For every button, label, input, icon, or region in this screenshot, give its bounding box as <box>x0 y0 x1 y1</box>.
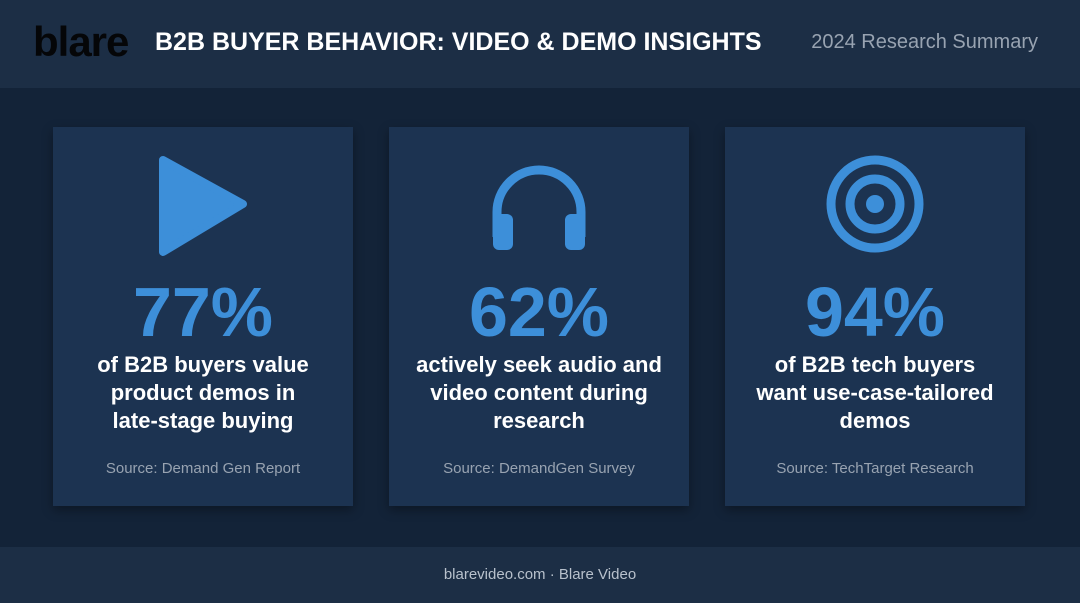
stat-card: 77% of B2B buyers value product demos in la… <box>53 127 353 506</box>
stat-value: 62% <box>468 273 610 351</box>
description-line: of B2B tech buyers <box>774 352 976 377</box>
description-line: product demos in <box>110 380 296 405</box>
description-line: actively seek audio and <box>416 352 662 377</box>
description-line: of B2B buyers value <box>97 352 309 377</box>
logo: blare <box>33 18 129 65</box>
stat-description: of B2B tech buyers want use-case-tailored… <box>725 351 1025 435</box>
description-line: want use-case-tailored <box>756 380 994 405</box>
stat-description: actively seek audio and video content dur… <box>389 351 689 435</box>
headphones-icon <box>492 165 586 250</box>
header: blare B2B BUYER BEHAVIOR: VIDEO & DEMO I… <box>0 0 1080 88</box>
description-line: research <box>493 408 585 433</box>
subtitle: 2024 Research Summary <box>811 31 1038 53</box>
source: Source: Demand Gen Report <box>105 460 301 477</box>
description-line: late-stage buying <box>112 408 294 433</box>
description-line: video content during <box>430 380 648 405</box>
play-icon <box>159 156 247 256</box>
stat-card: 62% actively seek audio and video content … <box>389 127 689 506</box>
stat-value: 94% <box>804 273 946 351</box>
stat-card: 94% of B2B tech buyers want use-case-tailo… <box>725 127 1025 506</box>
footer: blarevideo.com · Blare Video <box>0 547 1080 603</box>
title: B2B BUYER BEHAVIOR: VIDEO & DEMO INSIGHT… <box>155 28 762 56</box>
source: Source: TechTarget Research <box>776 460 974 477</box>
source: Source: DemandGen Survey <box>443 460 635 477</box>
stat-description: of B2B buyers value product demos in late-… <box>53 351 353 435</box>
description-line: demos <box>839 408 911 433</box>
target-icon <box>826 155 924 253</box>
stat-value: 77% <box>132 273 274 351</box>
